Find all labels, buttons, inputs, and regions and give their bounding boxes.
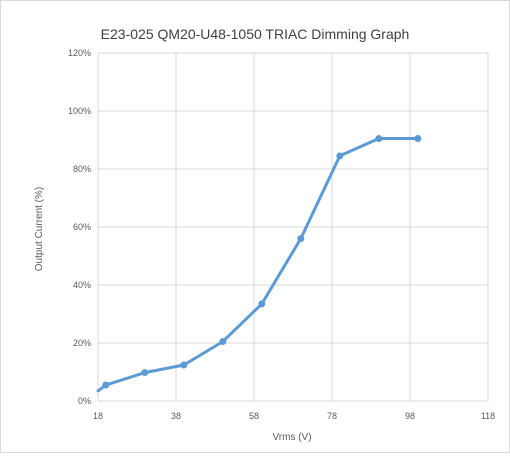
data-point xyxy=(180,361,188,369)
data-point xyxy=(102,381,110,389)
x-tick-label: 98 xyxy=(405,411,415,421)
y-tick-label: 100% xyxy=(68,106,91,116)
y-axis-ticks: 0% 20% 40% 60% 80% 100% 120% xyxy=(68,48,91,406)
x-axis-title: Vrms (V) xyxy=(272,432,311,443)
y-tick-label: 40% xyxy=(73,280,91,290)
x-axis-ticks: 18 38 58 78 98 118 xyxy=(93,411,495,421)
data-point xyxy=(219,338,227,346)
y-axis-title: Output Current (%) xyxy=(34,187,45,271)
data-point xyxy=(258,300,266,308)
y-tick-label: 60% xyxy=(73,222,91,232)
x-tick-label: 58 xyxy=(249,411,259,421)
y-tick-label: 80% xyxy=(73,164,91,174)
y-tick-label: 0% xyxy=(78,396,91,406)
series-line xyxy=(96,137,420,393)
x-tick-label: 78 xyxy=(327,411,337,421)
y-tick-label: 20% xyxy=(73,338,91,348)
gridlines xyxy=(97,52,489,402)
data-point xyxy=(336,152,344,160)
data-point xyxy=(141,369,149,377)
data-point xyxy=(297,235,305,243)
chart-title: E23-025 QM20-U48-1050 TRIAC Dimming Grap… xyxy=(101,26,410,42)
x-tick-label: 38 xyxy=(171,411,181,421)
data-point xyxy=(375,135,383,143)
x-tick-label: 118 xyxy=(481,411,495,421)
data-point xyxy=(414,135,422,143)
y-tick-label: 120% xyxy=(68,48,91,58)
x-tick-label: 18 xyxy=(93,411,103,421)
series-group xyxy=(96,135,422,393)
